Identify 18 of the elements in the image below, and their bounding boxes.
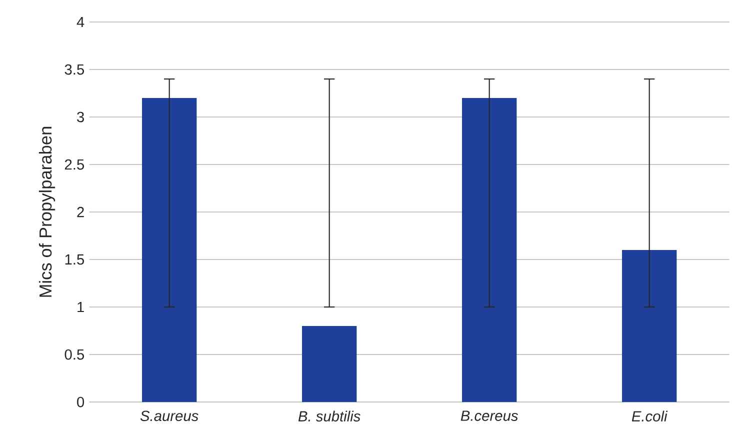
x-tick-label: E.coli (632, 410, 668, 422)
y-tick-label: 0 (77, 396, 84, 408)
y-tick-label: 4 (76, 16, 84, 28)
y-tick-label: 1.5 (65, 254, 84, 265)
bar (142, 98, 197, 402)
y-tick-label: 2 (77, 206, 84, 218)
bar (302, 326, 357, 402)
y-axis-title: Mics of Propylparaben (38, 126, 56, 297)
y-tick-label: 1 (78, 302, 84, 312)
x-tick-label: S.aureus (140, 410, 198, 422)
bar (462, 98, 517, 402)
x-tick-label: B.cereus (460, 410, 518, 421)
x-tick-label: B. subtilis (298, 410, 360, 422)
y-tick-label: 2.5 (64, 159, 84, 170)
y-tick-label: 3.5 (64, 64, 84, 75)
y-tick-label: 3 (77, 112, 84, 122)
bar (622, 250, 677, 402)
y-tick-label: 0.5 (64, 349, 84, 360)
